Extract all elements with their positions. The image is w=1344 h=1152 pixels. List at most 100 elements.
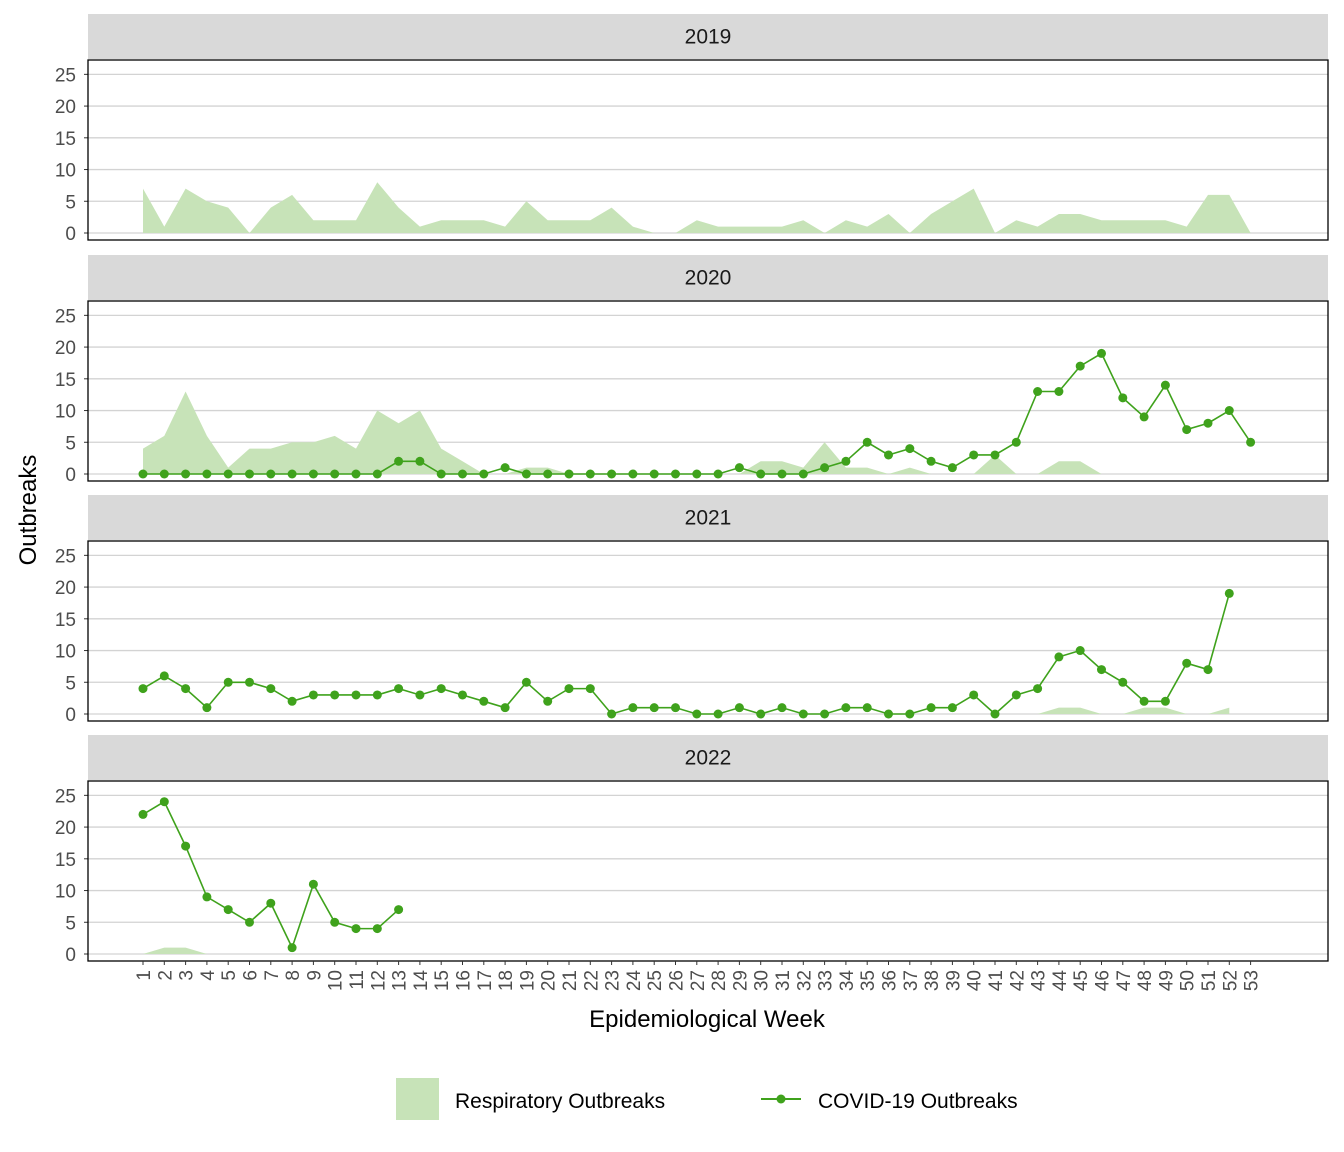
x-tick-label: 17 <box>475 970 496 991</box>
panel-border-2020 <box>87 300 1329 482</box>
x-tick-label: 12 <box>368 970 389 991</box>
covid-point-2021-wk46 <box>1097 665 1106 675</box>
covid-point-2020-wk41 <box>990 450 1000 460</box>
covid-point-2020-wk5 <box>223 469 233 479</box>
covid-point-2020-wk22 <box>585 469 595 479</box>
covid-point-2020-wk9 <box>308 469 318 479</box>
covid-point-2021-wk8 <box>287 696 297 706</box>
y-tick-label: 0 <box>65 945 76 966</box>
covid-point-2022-wk6 <box>245 917 254 927</box>
covid-point-2021-wk11 <box>351 690 361 700</box>
covid-point-2021-wk28 <box>713 709 723 719</box>
x-tick-label: 18 <box>496 970 517 991</box>
x-tick-label: 23 <box>603 970 624 991</box>
y-tick-label: 0 <box>65 705 76 726</box>
covid-point-2020-wk42 <box>1011 437 1021 447</box>
covid-point-2020-wk33 <box>820 463 830 473</box>
covid-point-2020-wk4 <box>202 469 212 479</box>
y-tick-label: 15 <box>55 129 76 150</box>
x-tick-label: 40 <box>965 970 986 991</box>
covid-point-2020-wk7 <box>266 469 276 479</box>
x-tick-label: 13 <box>390 970 411 991</box>
covid-point-2020-wk28 <box>713 469 723 479</box>
y-tick-label: 10 <box>55 161 76 182</box>
x-tick-label: 15 <box>432 970 453 991</box>
covid-point-2021-wk5 <box>223 677 233 687</box>
legend-key-covid-point <box>776 1094 786 1104</box>
covid-point-2020-wk32 <box>798 469 808 479</box>
strip-2021 <box>88 495 1328 540</box>
covid-point-2021-wk4 <box>202 703 212 713</box>
covid-point-2021-wk14 <box>415 690 425 700</box>
covid-point-2020-wk16 <box>458 469 467 479</box>
x-tick-label: 3 <box>177 970 198 981</box>
x-tick-label: 5 <box>219 970 240 981</box>
covid-point-2020-wk50 <box>1182 425 1192 435</box>
y-tick-label: 25 <box>55 546 76 567</box>
x-tick-label: 11 <box>347 970 368 990</box>
covid-point-2020-wk49 <box>1160 380 1170 390</box>
covid-point-2020-wk8 <box>287 469 297 479</box>
covid-point-2022-wk3 <box>181 841 191 851</box>
legend-label-covid: COVID-19 Outbreaks <box>818 1090 1018 1113</box>
x-tick-label: 44 <box>1050 970 1071 992</box>
covid-point-2020-wk24 <box>628 469 638 479</box>
covid-point-2020-wk52 <box>1224 406 1234 416</box>
covid-point-2020-wk23 <box>607 469 617 479</box>
covid-point-2020-wk30 <box>756 469 766 479</box>
x-tick-label: 47 <box>1114 970 1135 991</box>
covid-point-2021-wk15 <box>436 684 446 694</box>
covid-point-2021-wk19 <box>521 677 531 687</box>
x-tick-label: 36 <box>880 970 901 991</box>
covid-point-2021-wk51 <box>1203 665 1213 675</box>
respiratory-area-2019 <box>143 182 1251 233</box>
y-tick-label: 10 <box>55 642 76 663</box>
x-tick-label: 33 <box>816 970 837 991</box>
covid-point-2021-wk27 <box>692 709 702 719</box>
x-axis-title: Epidemiological Week <box>589 1006 826 1033</box>
x-tick-label: 49 <box>1156 970 1177 991</box>
covid-point-2020-wk51 <box>1203 418 1213 428</box>
covid-point-2020-wk29 <box>734 463 744 473</box>
covid-point-2021-wk3 <box>181 684 191 694</box>
y-tick-label: 0 <box>65 224 76 245</box>
x-tick-label: 24 <box>624 970 645 992</box>
x-tick-label: 34 <box>837 970 858 992</box>
covid-point-2021-wk12 <box>372 690 382 700</box>
covid-point-2021-wk22 <box>585 684 595 694</box>
x-tick-label: 27 <box>688 970 709 991</box>
covid-point-2021-wk35 <box>862 703 872 713</box>
x-tick-label: 7 <box>262 970 283 981</box>
x-tick-label: 30 <box>752 970 773 991</box>
covid-point-2021-wk24 <box>628 703 638 713</box>
covid-point-2021-wk13 <box>394 684 404 694</box>
x-tick-label: 53 <box>1242 970 1263 991</box>
covid-point-2020-wk1 <box>138 469 148 479</box>
covid-point-2021-wk21 <box>564 684 574 694</box>
covid-point-2021-wk32 <box>798 709 808 719</box>
covid-point-2022-wk9 <box>308 879 318 889</box>
x-tick-label: 25 <box>645 970 666 991</box>
x-tick-label: 35 <box>858 970 879 991</box>
covid-point-2021-wk7 <box>266 684 276 694</box>
covid-point-2020-wk43 <box>1033 387 1043 396</box>
covid-point-2021-wk23 <box>607 709 617 719</box>
covid-point-2021-wk18 <box>500 703 510 713</box>
y-tick-label: 25 <box>55 306 76 327</box>
covid-point-2020-wk38 <box>926 456 936 466</box>
covid-point-2020-wk25 <box>649 469 659 479</box>
covid-point-2022-wk11 <box>351 924 361 934</box>
covid-point-2021-wk6 <box>245 677 254 687</box>
covid-point-2020-wk37 <box>905 444 915 454</box>
x-tick-label: 52 <box>1220 970 1241 991</box>
covid-point-2020-wk27 <box>692 469 702 479</box>
covid-point-2021-wk39 <box>947 703 957 713</box>
respiratory-area-2020 <box>143 391 1102 474</box>
covid-point-2021-wk20 <box>543 696 553 706</box>
covid-point-2021-wk45 <box>1075 646 1085 656</box>
strip-label-2019: 2019 <box>685 26 732 49</box>
x-tick-label: 51 <box>1199 970 1220 991</box>
covid-point-2020-wk20 <box>543 469 553 479</box>
covid-point-2022-wk1 <box>138 809 148 819</box>
